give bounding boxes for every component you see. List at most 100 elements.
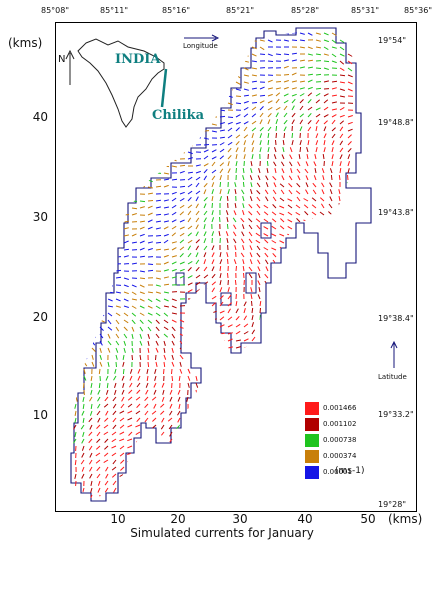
current-vector [179,144,185,148]
current-vector [187,245,192,251]
current-vector [194,445,197,451]
current-vector [145,502,148,506]
current-vector [227,438,231,444]
current-vector [186,417,189,423]
current-vector [313,175,317,181]
current-vector [243,445,249,449]
current-vector [147,333,150,339]
map-caption: Simulated currents for January [130,526,314,540]
current-vector [123,319,129,324]
current-vector [275,374,282,377]
current-vector [129,368,133,374]
current-vector [296,280,301,286]
current-vector [225,231,229,237]
current-vector [364,425,366,430]
current-vector [283,32,289,35]
current-vector [355,382,356,386]
current-vector [372,383,375,387]
current-vector [259,494,265,497]
current-vector [291,314,294,321]
current-vector [169,67,173,73]
current-vector [179,211,185,216]
current-vector [179,246,185,251]
current-vector [355,53,356,59]
current-vector [131,102,133,109]
current-vector [163,220,170,223]
current-vector [155,284,161,287]
current-vector [115,123,119,129]
current-vector [138,95,141,101]
current-vector [187,333,193,338]
current-vector [372,89,376,93]
current-vector [227,294,232,300]
current-vector [227,272,229,279]
current-vector [74,431,77,438]
current-vector [251,389,257,392]
current-vector [163,305,169,308]
current-vector [169,389,173,395]
current-vector [99,361,103,367]
current-vector [315,388,321,391]
current-vector [131,333,134,340]
current-vector [372,231,373,236]
current-vector [163,130,168,135]
current-vector [123,305,129,308]
current-vector [298,293,301,300]
current-vector [296,196,301,202]
current-vector [143,480,149,485]
current-vector [160,410,165,415]
current-vector [115,233,121,237]
current-vector [264,259,269,265]
current-vector [227,95,233,98]
current-vector [170,74,173,80]
current-vector [299,452,305,456]
current-vector [235,424,240,430]
current-vector [195,274,201,279]
current-vector [364,61,366,66]
current-vector [372,310,376,313]
current-vector [291,380,297,384]
current-vector [176,459,181,465]
current-vector [188,502,189,507]
current-vector [176,452,181,457]
current-vector [68,467,69,472]
current-vector [195,95,200,101]
current-vector [89,424,93,430]
current-vector [251,67,257,70]
current-vector [163,276,170,279]
current-vector [195,295,201,300]
current-vector [179,361,182,367]
current-vector [355,102,356,106]
current-vector [131,319,136,325]
current-vector [315,351,321,356]
current-vector [307,86,313,90]
current-vector [288,175,293,181]
current-vector [259,368,266,370]
x-tick-30: 30 [232,512,248,526]
current-vector [139,247,145,251]
current-vector [177,389,181,395]
current-vector [111,32,117,37]
current-vector [71,361,73,366]
current-vector [283,112,288,118]
current-vector [331,80,338,83]
current-vector [75,137,81,141]
current-vector [111,445,117,449]
current-vector [219,266,222,272]
current-vector [187,304,193,307]
current-vector [139,270,145,273]
current-vector [227,361,233,364]
current-vector [364,75,367,79]
longitude-label-0: 85°08" [40,6,70,15]
current-vector [90,375,93,381]
current-vector [97,487,101,493]
current-vector [339,480,345,485]
current-vector [275,119,279,125]
current-vector [163,347,166,353]
current-vector [75,231,80,237]
current-vector [372,502,375,506]
current-vector [114,382,117,388]
current-vector [155,361,158,368]
current-vector [291,372,297,377]
current-vector [195,281,201,286]
